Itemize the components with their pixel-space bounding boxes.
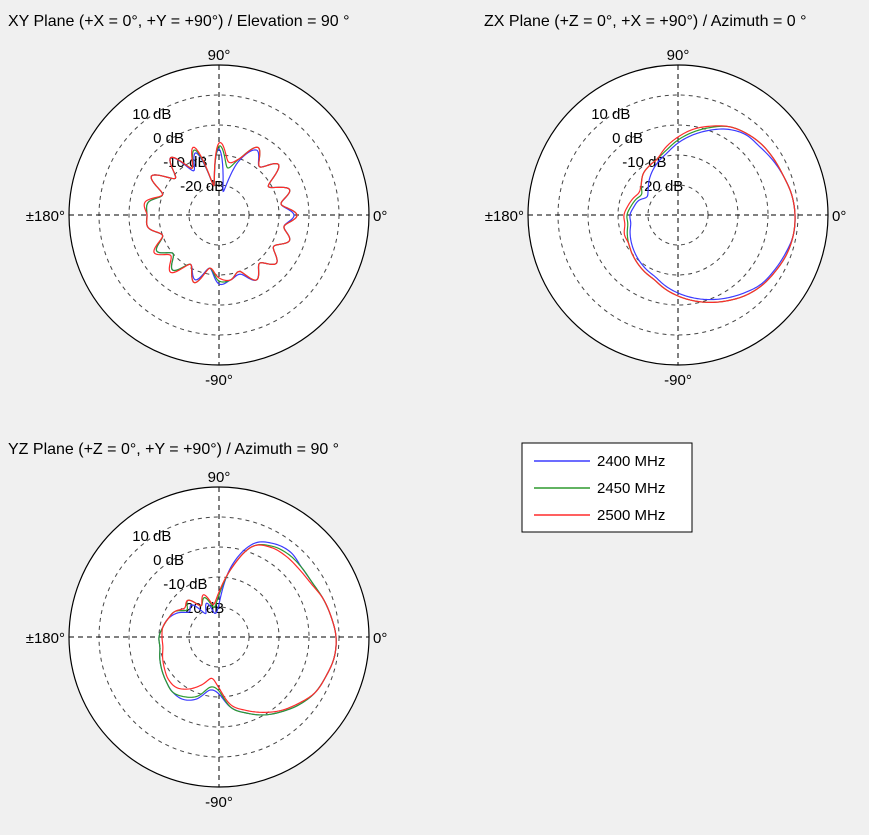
series-line-2400-mhz — [629, 128, 796, 301]
ring-tick-label: 10 dB — [591, 106, 630, 123]
angle-label-90: 90° — [208, 469, 231, 486]
grid-ring — [128, 124, 310, 306]
ring-tick-label: -20 dB — [180, 178, 224, 195]
ring-tick-label: -20 dB — [639, 178, 683, 195]
ring-tick-label: -10 dB — [163, 576, 207, 593]
yz-plane-polar-plot: 10 dB0 dB-10 dB-20 dB0°90°±180°-90°YZ Pl… — [8, 441, 387, 811]
legend: 2400 MHz 2450 MHz 2500 MHz — [521, 442, 693, 533]
angle-label-90: 90° — [208, 47, 231, 64]
plot-title: XY Plane (+X = 0°, +Y = +90°) / Elevatio… — [8, 13, 350, 30]
ring-tick-label: 10 dB — [132, 106, 171, 123]
ring-tick-label: 0 dB — [612, 130, 643, 147]
legend-label: 2500 MHz — [597, 507, 665, 524]
angle-label-180: ±180° — [26, 630, 65, 647]
ring-tick-label: 0 dB — [153, 130, 184, 147]
angle-label-0: 0° — [832, 208, 846, 225]
series-line-2500-mhz — [143, 141, 298, 284]
angle-label-minus-90: -90° — [664, 372, 692, 389]
legend-label: 2400 MHz — [597, 453, 665, 470]
grid-ring — [587, 124, 769, 306]
angle-label-90: 90° — [667, 47, 690, 64]
angle-label-minus-90: -90° — [205, 794, 233, 811]
angle-label-180: ±180° — [26, 208, 65, 225]
angle-label-minus-90: -90° — [205, 372, 233, 389]
plot-title: YZ Plane (+Z = 0°, +Y = +90°) / Azimuth … — [8, 441, 339, 458]
angle-label-0: 0° — [373, 630, 387, 647]
series-line-2500-mhz — [623, 125, 796, 303]
grid-ring — [128, 546, 310, 728]
zx-plane-polar-plot: 10 dB0 dB-10 dB-20 dB0°90°±180°-90°ZX Pl… — [484, 13, 846, 389]
angle-label-180: ±180° — [485, 208, 524, 225]
angle-label-0: 0° — [373, 208, 387, 225]
legend-label: 2450 MHz — [597, 480, 665, 497]
series-line-2450-mhz — [158, 543, 337, 716]
xy-plane-polar-plot: 10 dB0 dB-10 dB-20 dB0°90°±180°-90°XY Pl… — [8, 13, 387, 389]
ring-tick-label: 10 dB — [132, 528, 171, 545]
plot-title: ZX Plane (+Z = 0°, +X = +90°) / Azimuth … — [484, 13, 806, 30]
ring-tick-label: 0 dB — [153, 552, 184, 569]
series-line-2500-mhz — [161, 544, 337, 713]
